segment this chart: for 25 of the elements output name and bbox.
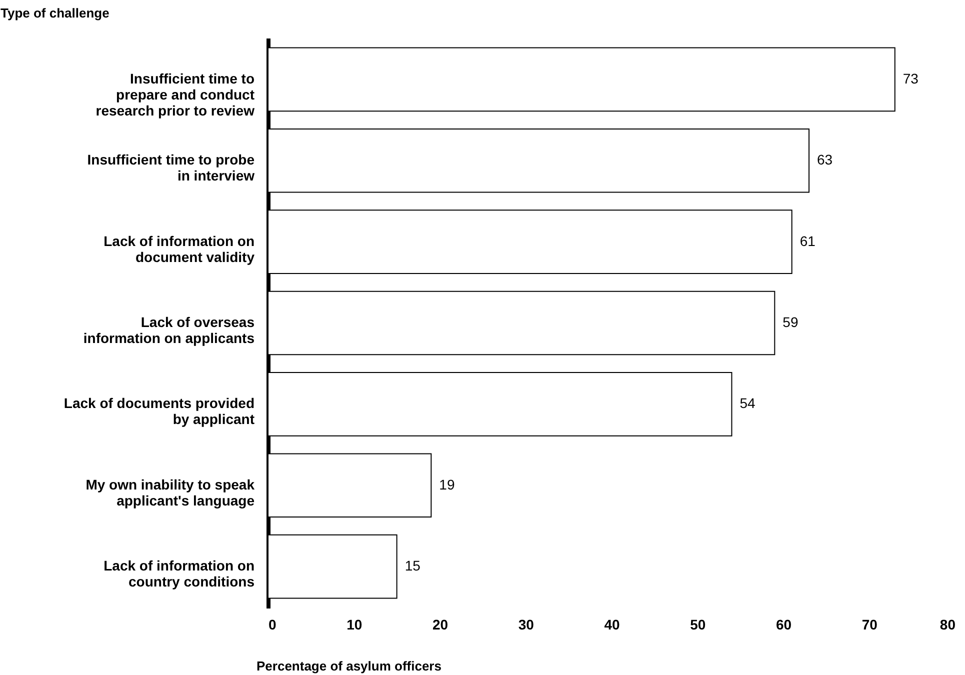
data-label: 63 xyxy=(817,152,833,168)
x-tick-label: 20 xyxy=(432,616,448,632)
x-tick-label: 70 xyxy=(862,616,878,632)
y-tick-label: Lack of documents provided by applicant xyxy=(64,395,255,428)
x-axis-title: Percentage of asylum officers xyxy=(256,658,442,674)
data-label: 59 xyxy=(782,314,798,330)
x-tick-label: 60 xyxy=(776,616,792,632)
x-tick-label: 40 xyxy=(604,616,620,632)
data-label: 15 xyxy=(404,558,421,574)
x-tick-label: 80 xyxy=(940,616,956,632)
y-tick-label: Lack of overseas information on applicants xyxy=(83,314,255,346)
y-tick-label: Lack of information on country conditions xyxy=(104,558,255,590)
x-tick-label: 30 xyxy=(518,616,534,632)
y-axis-title: Type of challenge xyxy=(0,6,110,20)
y-tick-label: Lack of information on document validity xyxy=(104,232,255,265)
y-tick-label: Insufficient time to prepare and conduct research prior to review xyxy=(96,70,255,118)
y-tick-label: Insufficient time to probe in interview xyxy=(87,152,255,184)
x-tick-label: 10 xyxy=(346,616,362,632)
data-label: 54 xyxy=(740,395,756,412)
data-label: 73 xyxy=(902,70,919,86)
y-tick-label: My own inability to speak applicant's language xyxy=(86,476,255,508)
x-tick-label: 50 xyxy=(690,616,706,632)
data-label: 19 xyxy=(439,476,455,492)
x-tick-label: 0 xyxy=(268,616,276,632)
data-label: 61 xyxy=(800,232,816,249)
